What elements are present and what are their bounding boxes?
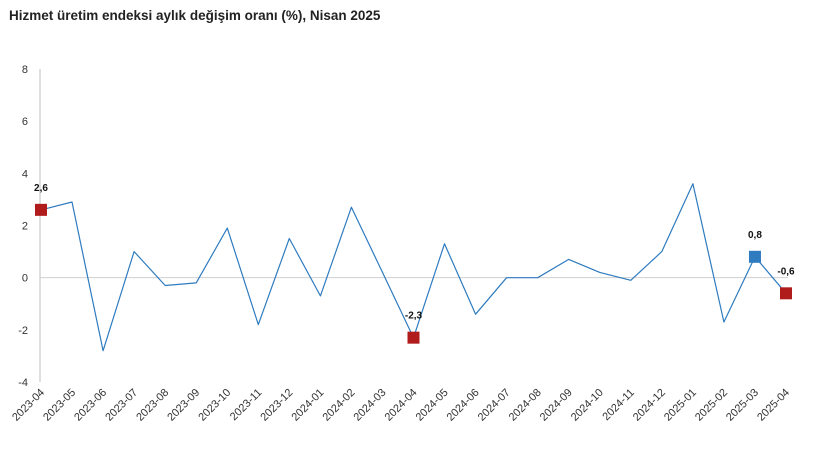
- x-tick-label: 2023-07: [103, 387, 140, 424]
- x-tick-label: 2024-07: [476, 387, 513, 424]
- x-tick-label: 2023-08: [134, 387, 171, 424]
- y-tick-label: 8: [22, 64, 28, 76]
- data-point: [195, 281, 198, 284]
- data-point: [629, 279, 632, 282]
- x-tick-label: 2023-11: [228, 387, 264, 423]
- data-point: [350, 206, 353, 209]
- highlight-marker: [748, 250, 761, 263]
- data-point: [567, 258, 570, 261]
- x-tick-label: 2023-12: [258, 387, 295, 424]
- x-tick-label: 2025-03: [724, 387, 761, 424]
- x-tick-label: 2024-03: [352, 387, 389, 424]
- data-point: [226, 227, 229, 230]
- chart-title: Hizmet üretim endeksi aylık değişim oran…: [9, 8, 381, 23]
- x-tick-label: 2024-12: [631, 387, 668, 424]
- data-point: [133, 250, 136, 253]
- data-point: [319, 294, 322, 297]
- data-point: [71, 201, 74, 204]
- data-point: [722, 321, 725, 324]
- data-point: [474, 313, 477, 316]
- data-point: [102, 349, 105, 352]
- x-tick-label: 2024-02: [321, 387, 358, 424]
- x-tick-label: 2023-05: [41, 387, 78, 424]
- x-tick-label: 2025-02: [693, 387, 730, 424]
- data-point: [164, 284, 167, 287]
- y-tick-label: -4: [18, 377, 28, 389]
- x-tick-label: 2023-04: [10, 387, 47, 424]
- y-tick-label: 4: [22, 168, 28, 180]
- x-tick-label: 2024-08: [507, 387, 544, 424]
- highlight-marker: [35, 203, 47, 216]
- data-point: [536, 276, 539, 279]
- highlight-markers: 2,6 -2,3 0,8 -0,6: [34, 183, 795, 344]
- x-tick-label: 2024-04: [383, 387, 420, 424]
- data-point: [660, 250, 663, 253]
- y-tick-label: 6: [22, 116, 28, 128]
- x-tick-label: 2024-09: [538, 387, 575, 424]
- y-tick-label: 2: [22, 221, 28, 233]
- data-label: -0,6: [777, 266, 795, 277]
- x-tick-label: 2025-01: [662, 387, 699, 424]
- y-tick-label: 0: [22, 273, 28, 285]
- x-tick-label: 2025-04: [755, 387, 792, 424]
- y-tick-labels: -4 -2 0 2 4 6 8: [18, 64, 28, 389]
- data-point: [443, 242, 446, 245]
- x-tick-label: 2023-09: [165, 387, 202, 424]
- x-tick-label: 2024-10: [569, 387, 606, 424]
- data-point: [691, 182, 694, 185]
- data-label: 2,6: [34, 183, 48, 194]
- x-tick-label: 2024-01: [289, 387, 326, 424]
- highlight-marker: [407, 331, 420, 344]
- x-tick-label: 2024-11: [600, 387, 636, 423]
- x-tick-label: 2023-06: [72, 387, 109, 424]
- data-point: [381, 271, 384, 274]
- x-tick-label: 2023-10: [196, 387, 233, 424]
- series-group: [40, 182, 787, 352]
- data-point: [598, 271, 601, 274]
- y-tick-label: -2: [18, 325, 28, 337]
- x-tick-labels: 2023-042023-052023-062023-072023-082023-…: [10, 387, 792, 424]
- highlight-marker: [780, 287, 792, 300]
- data-label: -2,3: [405, 311, 423, 322]
- series-line: [40, 183, 787, 352]
- x-tick-label: 2024-05: [414, 387, 451, 424]
- x-tick-label: 2024-06: [445, 387, 482, 424]
- data-point: [257, 323, 260, 326]
- data-point: [288, 237, 291, 240]
- data-label: 0,8: [748, 230, 762, 241]
- data-point: [505, 276, 508, 279]
